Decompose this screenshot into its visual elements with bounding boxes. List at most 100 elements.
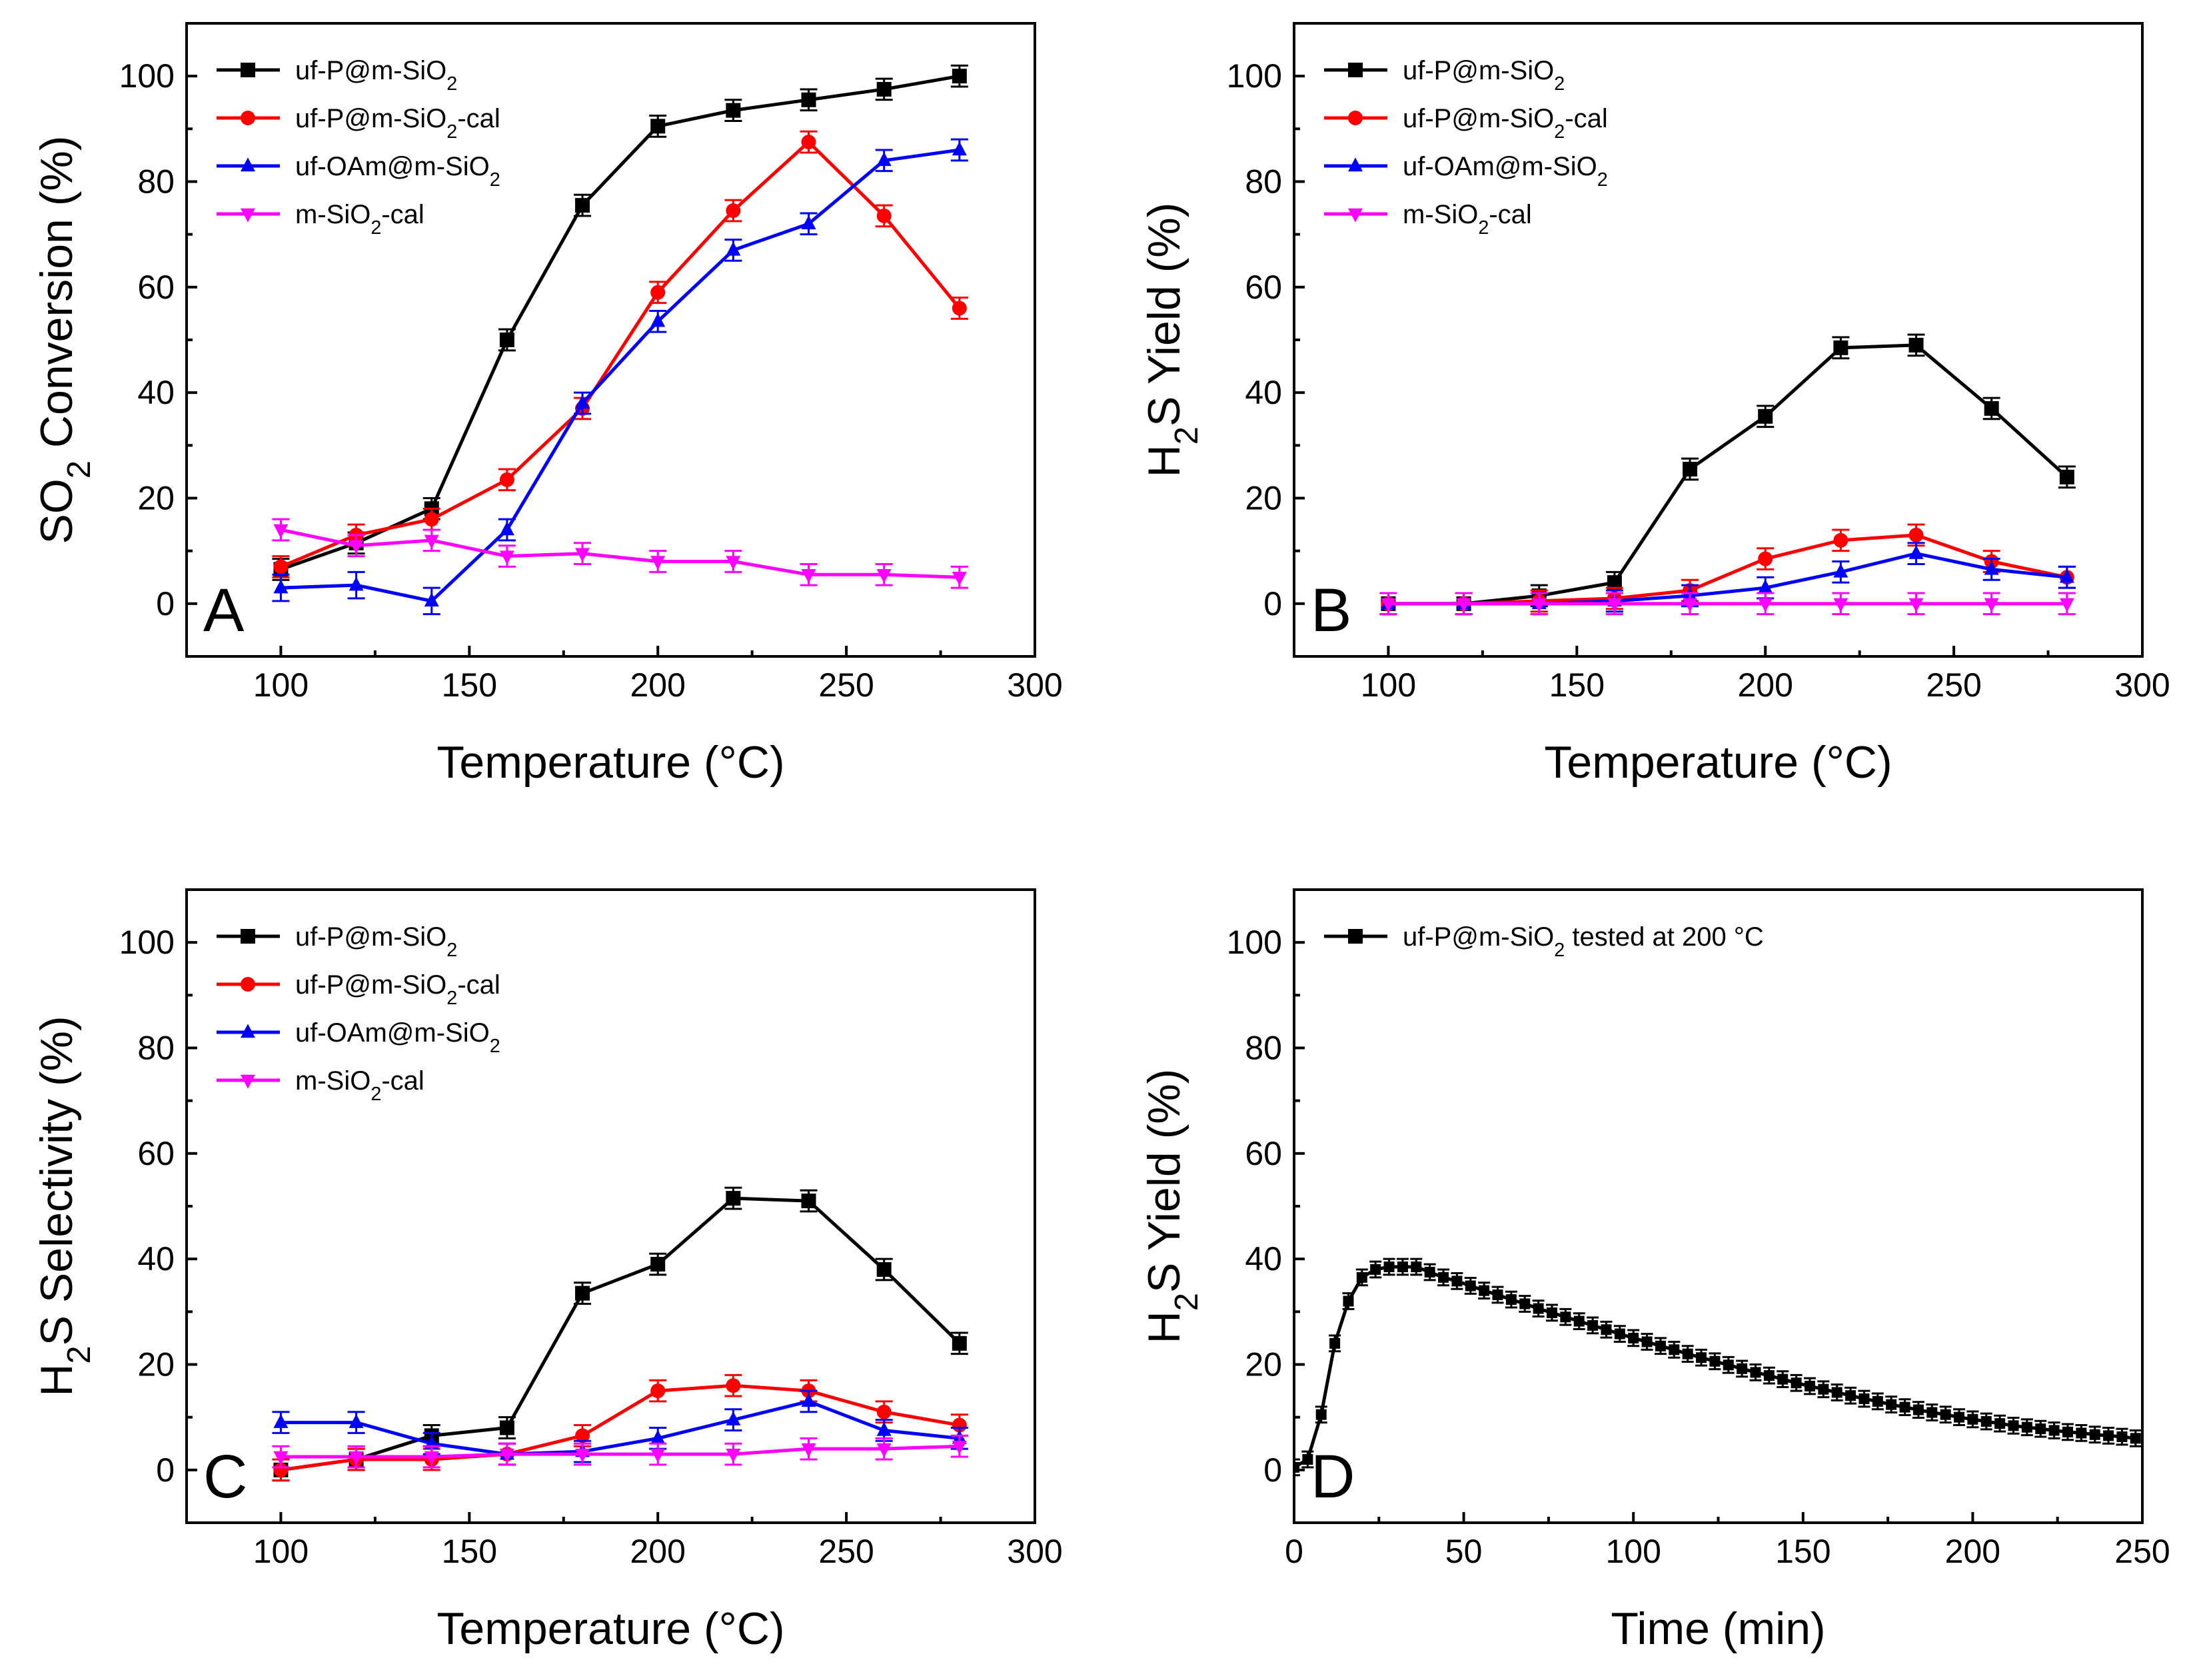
series-m-sio2-cal [272, 518, 968, 589]
data-point [1980, 1416, 1992, 1427]
data-point [1908, 337, 1924, 353]
legend-entry: uf-P@m-SiO2-cal [217, 970, 500, 1009]
y-tick-label: 100 [119, 57, 175, 95]
data-point [273, 579, 289, 594]
legend-marker [241, 208, 255, 223]
data-point [650, 313, 666, 327]
data-point [2116, 1431, 2128, 1442]
data-point [1833, 532, 1848, 548]
legend-entry: m-SiO2-cal [1324, 200, 1532, 239]
series-uf-p-m-sio2-cal [272, 130, 968, 578]
data-point [1758, 409, 1773, 424]
panel-c: 100 150 200 250 300 0 20 40 60 80 100 Temperature (… [31, 888, 1063, 1654]
legend-entry: uf-P@m-SiO2-cal [217, 104, 500, 143]
y-tick-label: 20 [137, 1346, 175, 1383]
data-point [499, 1420, 514, 1435]
y-tick-label: 40 [137, 1240, 175, 1277]
data-point [952, 1335, 967, 1351]
data-layer [272, 64, 968, 616]
data-point [1899, 1401, 1910, 1413]
data-point [876, 81, 892, 97]
data-point [876, 1421, 892, 1436]
data-point [1845, 1390, 1856, 1401]
data-point [1329, 1337, 1341, 1349]
data-point [575, 198, 590, 213]
series-uf-p-m-sio2 [1379, 333, 2076, 616]
x-tick-label: 100 [253, 666, 309, 704]
x-axis-title: Temperature (°C) [436, 1603, 784, 1654]
data-point [1833, 598, 1848, 612]
y-tick-label: 80 [1245, 163, 1282, 201]
data-point [1456, 598, 1471, 612]
data-point [424, 1451, 439, 1465]
x-tick-label: 250 [2114, 1533, 2170, 1570]
legend-entry: uf-P@m-SiO2 [217, 56, 457, 95]
y-axis-title: H2S Yield (%) [1139, 203, 1205, 478]
plot-frame [1293, 22, 2144, 658]
series-line [280, 140, 961, 568]
data-point [801, 1393, 816, 1407]
data-point [876, 569, 892, 583]
data-point [2130, 1433, 2141, 1444]
data-point [575, 548, 590, 562]
data-point [1302, 1454, 1313, 1465]
y-tick-label: 40 [1245, 374, 1282, 411]
legend-label: uf-P@m-SiO2-cal [295, 970, 500, 1009]
data-point [650, 1257, 666, 1272]
data-layer [1294, 1258, 2142, 1477]
legend-entry: uf-OAm@m-SiO2 [217, 152, 500, 191]
data-point [1411, 1261, 1422, 1273]
data-point [1356, 1271, 1367, 1283]
data-point [424, 534, 439, 549]
data-point [273, 1451, 289, 1465]
data-point [1655, 1340, 1666, 1351]
data-point [349, 1413, 364, 1428]
plot-frame [185, 888, 1036, 1524]
data-point [1560, 1311, 1571, 1323]
data-point [2048, 1425, 2060, 1436]
legend-marker [1348, 157, 1363, 172]
legend-label: m-SiO2-cal [295, 1066, 424, 1105]
data-point [273, 524, 289, 538]
data-point [499, 550, 514, 565]
y-tick-label: 40 [137, 374, 175, 411]
y-axis-title: H2S Selectivity (%) [31, 1016, 97, 1396]
data-point [2059, 568, 2074, 583]
data-point [1607, 598, 1622, 612]
y-tick-label: 60 [137, 269, 175, 306]
data-point [2103, 1430, 2114, 1441]
legend: uf-P@m-SiO2 tested at 200 °C [1324, 922, 1764, 961]
legend-marker [1348, 63, 1363, 77]
legend-marker [1348, 208, 1363, 223]
legend-label: m-SiO2-cal [295, 200, 424, 239]
data-point [1601, 1324, 1612, 1335]
legend-entry: uf-P@m-SiO2 [1324, 56, 1565, 95]
series-line [281, 148, 960, 603]
data-point [1758, 551, 1773, 566]
legend-label: uf-P@m-SiO2-cal [1403, 104, 1608, 143]
legend-marker [1348, 929, 1363, 944]
legend-marker [241, 1074, 255, 1089]
legend-marker [241, 157, 255, 172]
data-point [1519, 1298, 1531, 1309]
data-point [424, 512, 439, 527]
data-point [1833, 340, 1848, 355]
data-point [499, 333, 514, 347]
data-layer [272, 1186, 968, 1482]
data-point [650, 1383, 666, 1399]
data-point [1926, 1407, 1938, 1418]
data-point [2021, 1421, 2032, 1433]
data-point [650, 556, 666, 570]
legend-marker [241, 111, 255, 125]
data-layer [1379, 333, 2076, 616]
x-tick-label: 100 [1361, 666, 1416, 704]
data-point [1424, 1266, 1435, 1277]
legend-label: uf-P@m-SiO2 tested at 200 °C [1403, 922, 1764, 961]
legend-label: m-SiO2-cal [1403, 200, 1532, 239]
data-point [801, 92, 816, 107]
y-tick-label: 0 [156, 585, 175, 622]
data-point [1912, 1404, 1924, 1415]
data-point [1492, 1289, 1503, 1300]
data-point [273, 559, 289, 574]
data-point [1381, 598, 1396, 612]
